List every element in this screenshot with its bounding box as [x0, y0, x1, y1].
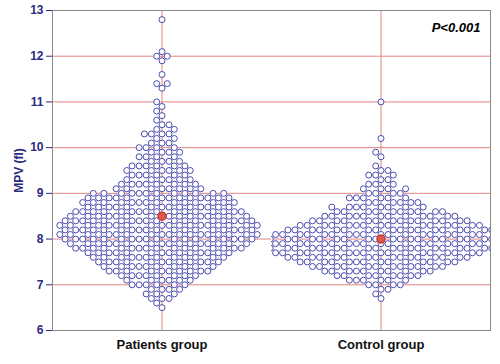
- svg-text:Control group: Control group: [338, 337, 425, 352]
- svg-text:6: 6: [37, 323, 44, 337]
- svg-text:9: 9: [37, 186, 44, 200]
- svg-text:8: 8: [37, 232, 44, 246]
- svg-text:12: 12: [30, 49, 44, 63]
- svg-text:P<0.001: P<0.001: [432, 20, 481, 35]
- svg-text:13: 13: [30, 3, 44, 17]
- svg-text:7: 7: [37, 278, 44, 292]
- svg-text:Patients group: Patients group: [116, 337, 207, 352]
- svg-text:11: 11: [31, 95, 44, 109]
- svg-text:MPV (fl): MPV (fl): [12, 148, 26, 193]
- svg-text:10: 10: [30, 140, 44, 154]
